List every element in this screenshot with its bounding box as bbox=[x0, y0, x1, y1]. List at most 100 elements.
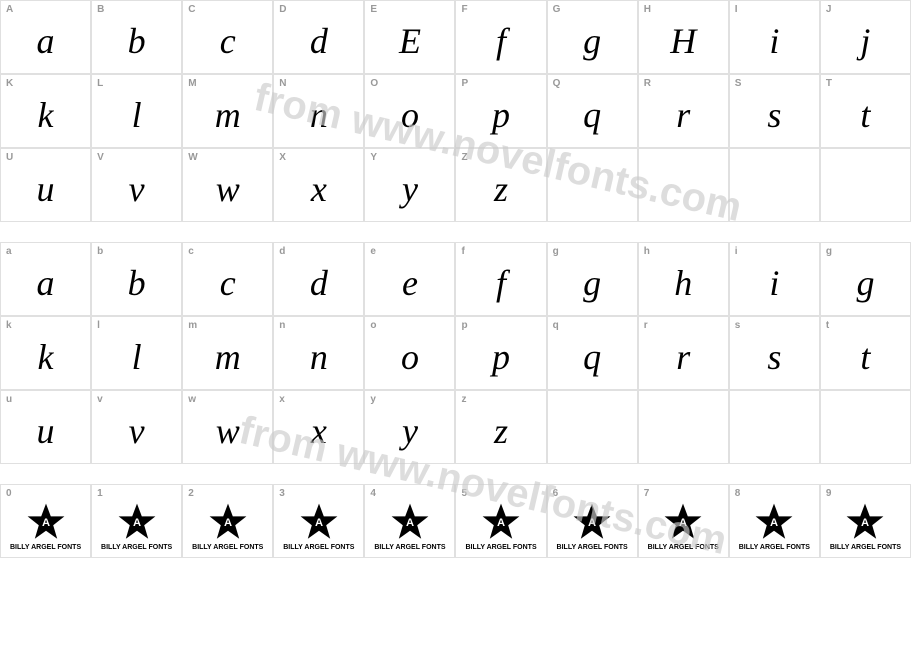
svg-text:A: A bbox=[315, 517, 323, 529]
glyph-cell: bb bbox=[91, 242, 182, 316]
glyph-cell: oo bbox=[364, 316, 455, 390]
cell-label: x bbox=[279, 394, 285, 405]
glyph: u bbox=[1, 391, 90, 463]
star-logo: A BILLY ARGEL FONTS bbox=[283, 492, 354, 551]
cell-label: y bbox=[370, 394, 376, 405]
svg-text:A: A bbox=[588, 517, 596, 529]
glyph-cell: Gg bbox=[547, 0, 638, 74]
cell-label: e bbox=[370, 246, 376, 257]
star-logo: ABILLY ARGEL FONTS bbox=[374, 492, 445, 551]
glyph: d bbox=[274, 243, 363, 315]
glyph: n bbox=[274, 317, 363, 389]
cell-label: k bbox=[6, 320, 12, 331]
cell-label: T bbox=[826, 78, 832, 89]
glyph-cell bbox=[729, 148, 820, 222]
star-text: BILLY ARGEL FONTS bbox=[557, 544, 628, 551]
glyph-cell: vv bbox=[91, 390, 182, 464]
glyph-cell: ff bbox=[455, 242, 546, 316]
glyph-cell: ll bbox=[91, 316, 182, 390]
glyph: s bbox=[730, 317, 819, 389]
glyph-cell: pp bbox=[455, 316, 546, 390]
cell-label: G bbox=[553, 4, 561, 15]
glyph-cell: EE bbox=[364, 0, 455, 74]
glyph: v bbox=[92, 391, 181, 463]
glyph-cell: gg bbox=[820, 242, 911, 316]
cell-label: R bbox=[644, 78, 651, 89]
glyph: y bbox=[365, 149, 454, 221]
glyph: E bbox=[365, 1, 454, 73]
glyph-cell: ii bbox=[729, 242, 820, 316]
cell-label: D bbox=[279, 4, 286, 15]
glyph-cell: aa bbox=[0, 242, 91, 316]
glyph-cell: 5ABILLY ARGEL FONTS bbox=[455, 484, 546, 558]
cell-label: 9 bbox=[826, 488, 832, 499]
glyph: y bbox=[365, 391, 454, 463]
glyph: x bbox=[274, 391, 363, 463]
glyph: s bbox=[730, 75, 819, 147]
svg-text:A: A bbox=[861, 517, 869, 529]
svg-text:A: A bbox=[224, 517, 232, 529]
cell-label: L bbox=[97, 78, 103, 89]
star-logo: ABILLY ARGEL FONTS bbox=[101, 492, 172, 551]
cell-label: U bbox=[6, 152, 13, 163]
glyph-cell bbox=[638, 390, 729, 464]
glyph-cell: Aa bbox=[0, 0, 91, 74]
glyph: p bbox=[456, 75, 545, 147]
glyph-cell: dd bbox=[273, 242, 364, 316]
glyph: a bbox=[1, 1, 90, 73]
glyph: x bbox=[274, 149, 363, 221]
glyph: c bbox=[183, 1, 272, 73]
cell-label: H bbox=[644, 4, 651, 15]
glyph-cell: Oo bbox=[364, 74, 455, 148]
star-text: BILLY ARGEL FONTS bbox=[10, 544, 81, 551]
star-text: BILLY ARGEL FONTS bbox=[739, 544, 810, 551]
glyph-cell: Ll bbox=[91, 74, 182, 148]
glyph: k bbox=[1, 75, 90, 147]
cell-label: v bbox=[97, 394, 103, 405]
glyph: v bbox=[92, 149, 181, 221]
glyph-cell: qq bbox=[547, 316, 638, 390]
glyph: i bbox=[730, 1, 819, 73]
glyph-cell: Bb bbox=[91, 0, 182, 74]
star-logo: A BILLY ARGEL FONTS bbox=[557, 492, 628, 551]
cell-label: m bbox=[188, 320, 197, 331]
glyph-cell: 0ABILLY ARGEL FONTS bbox=[0, 484, 91, 558]
glyph-cell bbox=[820, 390, 911, 464]
glyph: l bbox=[92, 317, 181, 389]
glyph-cell bbox=[547, 148, 638, 222]
cell-label: h bbox=[644, 246, 650, 257]
glyph-cell: Zz bbox=[455, 148, 546, 222]
cell-label: K bbox=[6, 78, 13, 89]
glyph: p bbox=[456, 317, 545, 389]
star-logo: A BILLY ARGEL FONTS bbox=[10, 492, 81, 551]
glyph-cell: 3ABILLY ARGEL FONTS bbox=[273, 484, 364, 558]
glyph-cell: 9 A BILLY ARGEL FONTS bbox=[820, 484, 911, 558]
glyph-cell: Pp bbox=[455, 74, 546, 148]
glyph-cell: 1ABILLY ARGEL FONTS bbox=[91, 484, 182, 558]
svg-text:A: A bbox=[42, 517, 50, 529]
cell-label: W bbox=[188, 152, 197, 163]
svg-text:A: A bbox=[497, 517, 505, 529]
cell-label: I bbox=[735, 4, 738, 15]
star-text: BILLY ARGEL FONTS bbox=[830, 544, 901, 551]
cell-label: l bbox=[97, 320, 100, 331]
glyph-cell: zz bbox=[455, 390, 546, 464]
glyph-cell: 7ABILLY ARGEL FONTS bbox=[638, 484, 729, 558]
glyph-cell: nn bbox=[273, 316, 364, 390]
glyph: g bbox=[548, 243, 637, 315]
star-logo: ABILLY ARGEL FONTS bbox=[739, 492, 810, 551]
star-logo: ABILLY ARGEL FONTS bbox=[465, 492, 536, 551]
glyph-cell: Yy bbox=[364, 148, 455, 222]
cell-label: V bbox=[97, 152, 104, 163]
cell-label: 4 bbox=[370, 488, 376, 499]
glyph-cell: 6ABILLY ARGEL FONTS bbox=[547, 484, 638, 558]
glyph: w bbox=[183, 391, 272, 463]
star-text: BILLY ARGEL FONTS bbox=[374, 544, 445, 551]
glyph-cell: mm bbox=[182, 316, 273, 390]
star-text: BILLY ARGEL FONTS bbox=[283, 544, 354, 551]
cell-label: 5 bbox=[461, 488, 467, 499]
glyph-cell: Ii bbox=[729, 0, 820, 74]
cell-label: g bbox=[826, 246, 832, 257]
glyph: b bbox=[92, 1, 181, 73]
star-text: BILLY ARGEL FONTS bbox=[101, 544, 172, 551]
